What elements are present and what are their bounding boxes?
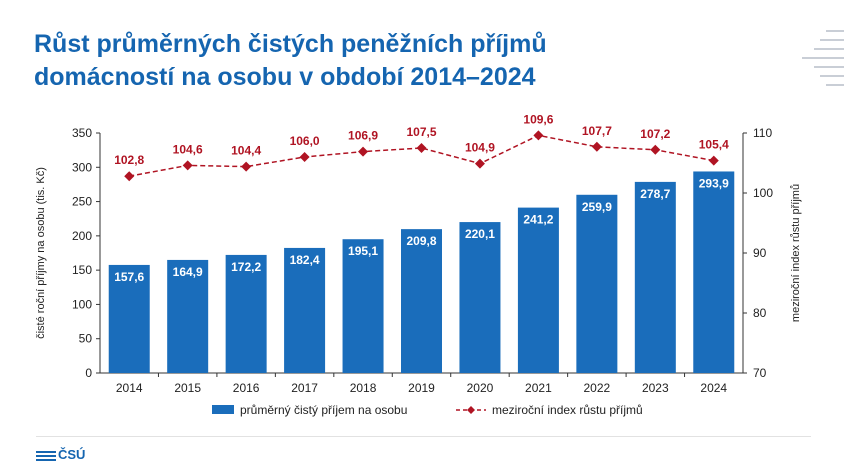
logo-text: ČSÚ bbox=[58, 447, 86, 462]
right-tick-label: 90 bbox=[753, 246, 767, 260]
index-point bbox=[650, 144, 661, 155]
bar-data-label: 164,9 bbox=[173, 265, 203, 279]
x-tick-label: 2024 bbox=[700, 381, 727, 395]
legend-bar-label: průměrný čistý příjem na osobu bbox=[240, 403, 407, 417]
index-data-label: 106,9 bbox=[348, 129, 378, 143]
bar-data-label: 195,1 bbox=[348, 244, 378, 258]
chart-title: Růst průměrných čistých peněžních příjmů… bbox=[34, 30, 547, 91]
left-tick-label: 250 bbox=[72, 195, 92, 209]
bar-data-label: 182,4 bbox=[290, 253, 320, 267]
index-data-label: 104,6 bbox=[173, 142, 203, 156]
bar-data-label: 293,9 bbox=[699, 176, 729, 190]
left-tick-label: 100 bbox=[72, 297, 92, 311]
left-tick-label: 150 bbox=[72, 263, 92, 277]
y-axis-label-right: meziroční index růstu příjmů bbox=[790, 184, 802, 322]
footer-divider bbox=[36, 436, 811, 437]
index-data-label: 105,4 bbox=[699, 138, 729, 152]
logo-lines-icon bbox=[36, 449, 56, 463]
x-tick-label: 2016 bbox=[233, 381, 260, 395]
index-point bbox=[241, 161, 252, 172]
bar-data-label: 241,2 bbox=[523, 213, 553, 227]
index-point bbox=[299, 152, 310, 162]
bar bbox=[284, 247, 326, 373]
index-point bbox=[591, 141, 602, 152]
csu-logo: ČSÚ bbox=[36, 447, 85, 463]
index-point bbox=[358, 146, 369, 157]
index-point bbox=[124, 171, 135, 182]
left-tick-label: 50 bbox=[79, 332, 93, 346]
index-point bbox=[533, 130, 544, 141]
legend-bar-swatch bbox=[212, 405, 234, 414]
decorative-lines bbox=[784, 30, 844, 100]
index-data-label: 107,7 bbox=[582, 124, 612, 138]
left-tick-label: 200 bbox=[72, 229, 92, 243]
index-data-label: 107,2 bbox=[640, 127, 670, 141]
bar bbox=[342, 239, 384, 373]
bar-data-label: 209,8 bbox=[406, 234, 436, 248]
index-line bbox=[129, 134, 714, 177]
index-point bbox=[708, 155, 719, 166]
left-tick-label: 350 bbox=[72, 126, 92, 140]
right-tick-label: 100 bbox=[753, 186, 773, 200]
x-tick-label: 2018 bbox=[350, 381, 377, 395]
bar bbox=[634, 181, 676, 373]
bar-data-label: 259,9 bbox=[582, 200, 612, 214]
right-tick-label: 110 bbox=[753, 126, 772, 140]
right-tick-label: 80 bbox=[753, 306, 767, 320]
index-data-label: 102,8 bbox=[114, 153, 144, 167]
right-tick-label: 70 bbox=[753, 366, 767, 380]
index-point bbox=[416, 143, 427, 153]
bar-data-label: 278,7 bbox=[640, 187, 670, 201]
bar bbox=[576, 194, 618, 373]
index-data-label: 104,4 bbox=[231, 144, 261, 158]
bar bbox=[225, 254, 267, 373]
x-tick-label: 2014 bbox=[116, 381, 143, 395]
bar bbox=[401, 229, 442, 373]
index-data-label: 104,9 bbox=[465, 141, 495, 155]
index-point bbox=[474, 158, 485, 169]
x-tick-label: 2019 bbox=[408, 381, 435, 395]
left-tick-label: 0 bbox=[85, 366, 92, 380]
left-tick-label: 300 bbox=[72, 160, 92, 174]
y-axis-label-left: čisté roční příjmy na osobu (tis. Kč) bbox=[35, 167, 47, 339]
index-point bbox=[182, 160, 193, 171]
bar bbox=[167, 259, 209, 373]
x-tick-label: 2021 bbox=[525, 381, 552, 395]
bar-data-label: 157,6 bbox=[114, 270, 144, 284]
bar bbox=[108, 264, 150, 373]
x-tick-label: 2023 bbox=[642, 381, 669, 395]
x-tick-label: 2017 bbox=[291, 381, 318, 395]
x-tick-label: 2015 bbox=[174, 381, 201, 395]
index-data-label: 109,6 bbox=[523, 112, 553, 126]
bar-data-label: 220,1 bbox=[465, 227, 495, 241]
legend-line-label: meziroční index růstu příjmů bbox=[492, 403, 643, 417]
bar bbox=[517, 207, 559, 373]
index-data-label: 106,0 bbox=[290, 134, 320, 148]
x-tick-label: 2022 bbox=[584, 381, 611, 395]
bar bbox=[693, 171, 735, 373]
index-data-label: 107,5 bbox=[406, 125, 436, 139]
x-tick-label: 2020 bbox=[467, 381, 494, 395]
bar-data-label: 172,2 bbox=[231, 260, 261, 274]
bar bbox=[459, 222, 501, 373]
legend-line-marker bbox=[467, 406, 475, 414]
